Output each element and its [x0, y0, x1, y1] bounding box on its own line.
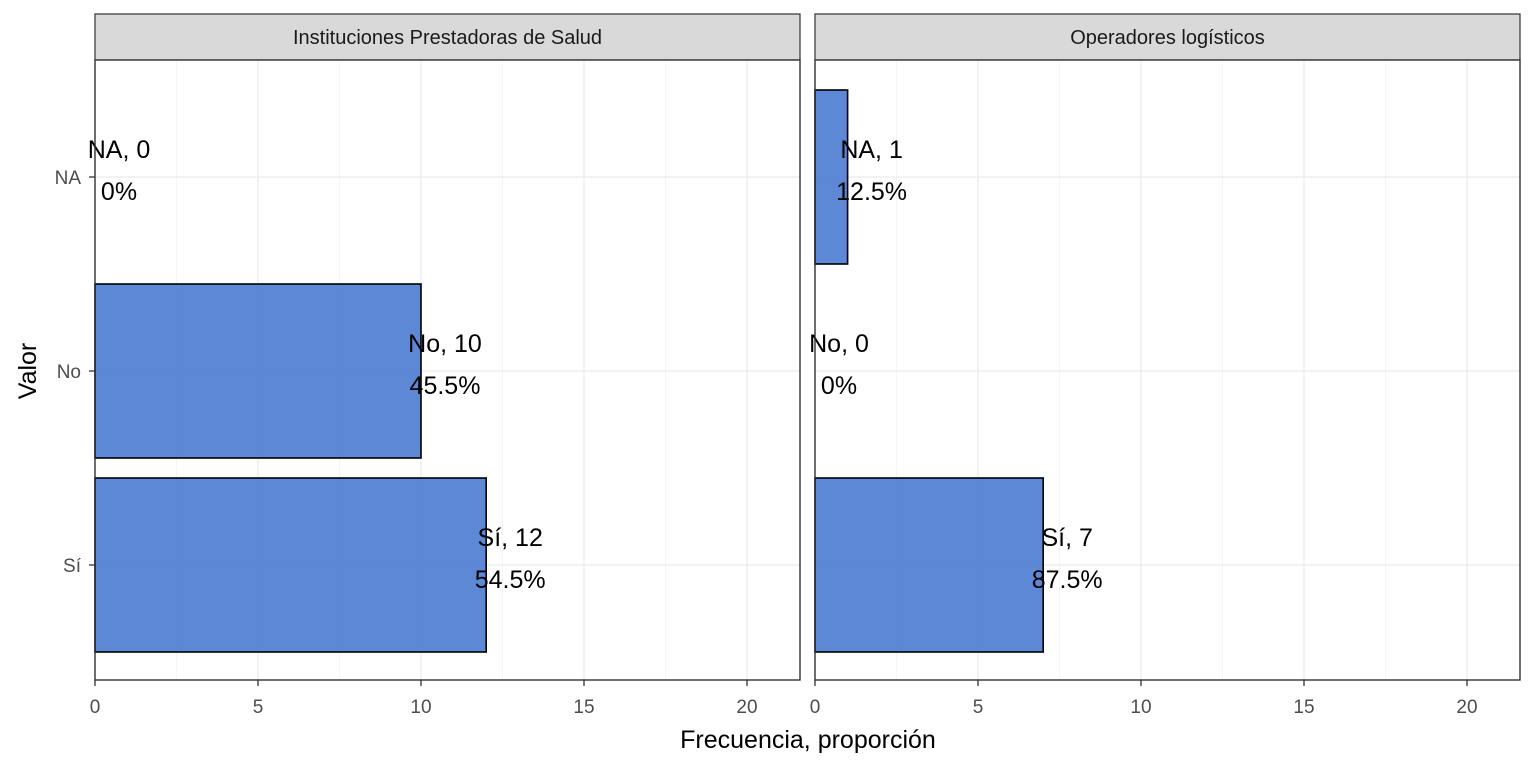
bar — [814, 477, 1044, 653]
bar-label-percent: 45.5% — [410, 372, 481, 400]
bar-label-percent: 0% — [821, 372, 857, 400]
facet-strip-label: Operadores logísticos — [1070, 27, 1265, 49]
y-axis-title: Valor — [14, 343, 42, 400]
bar — [814, 89, 849, 265]
x-tick-label: 15 — [1293, 697, 1314, 718]
bar-label-percent: 87.5% — [1032, 566, 1103, 594]
panel-border — [94, 59, 801, 681]
x-tick-label: 20 — [736, 697, 757, 718]
y-tick-label: No — [57, 362, 81, 383]
facet-strip-label: Instituciones Prestadoras de Salud — [293, 27, 602, 49]
bar-label-percent: 12.5% — [836, 178, 907, 206]
panels-layer: Instituciones Prestadoras de Salud NA, 0 0… — [88, 13, 1521, 718]
facet-panel: Operadores logísticos NA, 1 12.5% No, 0 0% Sí… — [809, 13, 1521, 718]
y-axis: NA No Sí — [55, 168, 95, 577]
x-tick-label: 20 — [1456, 697, 1477, 718]
facet-panel: Instituciones Prestadoras de Salud NA, 0 0… — [88, 13, 801, 718]
x-tick-label: 5 — [253, 697, 264, 718]
x-tick-label: 10 — [410, 697, 431, 718]
x-tick-label: 10 — [1130, 697, 1151, 718]
x-tick-label: 15 — [573, 697, 594, 718]
x-tick-label: 0 — [90, 697, 101, 718]
x-tick-label: 0 — [810, 697, 821, 718]
y-tick-label: Sí — [63, 556, 82, 577]
bar-label-count: NA, 1 — [840, 136, 903, 164]
bar-label-count: Sí, 7 — [1041, 524, 1092, 552]
y-tick-label: NA — [55, 168, 82, 189]
x-axis-title: Frecuencia, proporción — [680, 726, 936, 754]
bar — [94, 283, 422, 459]
bar-label-percent: 54.5% — [475, 566, 546, 594]
bar-label-percent: 0% — [101, 178, 137, 206]
bar-label-count: No, 0 — [809, 330, 869, 358]
facet-strip — [94, 13, 801, 61]
panel-border — [814, 59, 1521, 681]
bar — [94, 477, 488, 653]
facet-strip — [814, 13, 1521, 61]
bar-label-count: NA, 0 — [88, 136, 151, 164]
bar-label-count: Sí, 12 — [478, 524, 543, 552]
x-tick-label: 5 — [973, 697, 984, 718]
bar-label-count: No, 10 — [408, 330, 482, 358]
